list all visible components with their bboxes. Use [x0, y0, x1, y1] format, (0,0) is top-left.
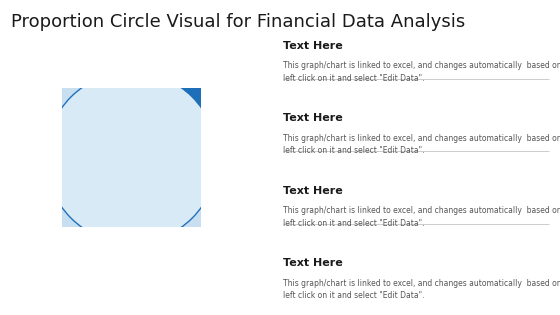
Circle shape: [46, 72, 217, 243]
Wedge shape: [6, 32, 258, 284]
Wedge shape: [132, 32, 258, 158]
Text: %: %: [174, 101, 192, 119]
Text: Text Here: Text Here: [283, 258, 343, 268]
Text: Text Here: Text Here: [283, 113, 343, 123]
Text: Proportion Circle Visual for Financial Data Analysis: Proportion Circle Visual for Financial D…: [11, 13, 465, 31]
Text: This graph/chart is linked to excel, and changes automatically  based on data. J: This graph/chart is linked to excel, and…: [283, 61, 560, 83]
Text: 25: 25: [119, 91, 174, 129]
Text: Text Here: Text Here: [283, 41, 343, 51]
Text: This graph/chart is linked to excel, and changes automatically  based on data. J: This graph/chart is linked to excel, and…: [283, 279, 560, 300]
Text: This graph/chart is linked to excel, and changes automatically  based on data. J: This graph/chart is linked to excel, and…: [283, 134, 560, 155]
Text: This graph/chart is linked to excel, and changes automatically  based on data. J: This graph/chart is linked to excel, and…: [283, 206, 560, 228]
Text: Text Here: Text Here: [283, 186, 343, 196]
